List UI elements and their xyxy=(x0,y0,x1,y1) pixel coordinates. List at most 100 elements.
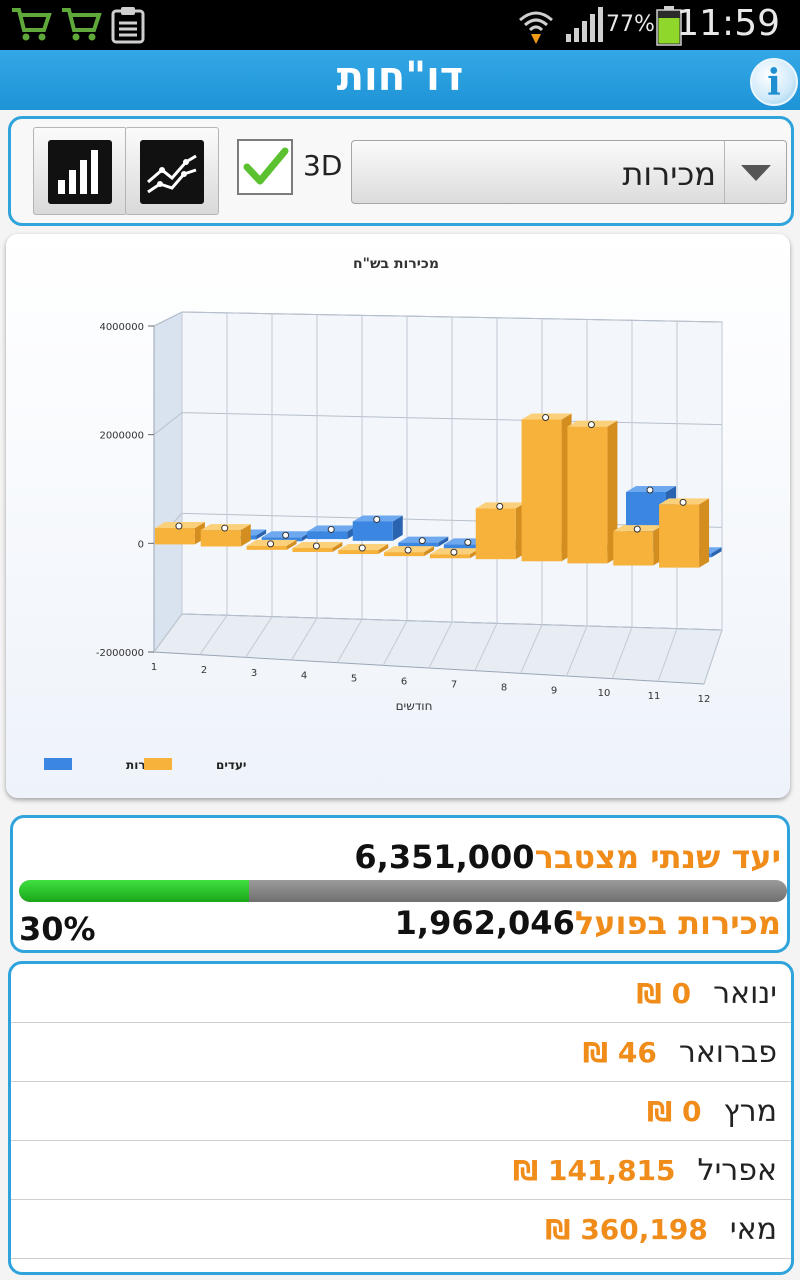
gridline xyxy=(291,617,318,661)
clock: 11:59 xyxy=(676,3,780,44)
data-point-marker xyxy=(496,502,504,510)
list-item[interactable]: פברואר 46 ₪ xyxy=(11,1023,791,1082)
target-value: 6,351,000 xyxy=(354,838,535,876)
legend-label-targets: יעדים xyxy=(216,758,246,772)
data-point-marker xyxy=(267,540,275,548)
list-item[interactable]: אפריל 141,815 ₪ xyxy=(11,1141,791,1200)
legend-swatch-targets xyxy=(144,758,172,770)
chart-x-axis-label: חודשים xyxy=(396,699,433,713)
data-point-marker xyxy=(312,542,320,550)
bar xyxy=(475,508,516,560)
x-tick-label: 12 xyxy=(698,694,711,705)
list-item[interactable]: מרץ 0 ₪ xyxy=(11,1082,791,1141)
bar-chart-icon xyxy=(48,140,112,204)
gridline xyxy=(611,627,633,679)
bar-side xyxy=(424,546,435,557)
bar xyxy=(307,531,348,540)
bar xyxy=(384,552,425,557)
x-tick-label: 5 xyxy=(351,674,357,685)
chart-side-wall xyxy=(153,311,183,654)
actual-row: מכירות בפועל1,962,046 xyxy=(395,904,781,942)
line-chart-icon xyxy=(140,140,204,204)
bar xyxy=(246,545,287,550)
monthly-sales-list[interactable]: ינואר 0 ₪ פברואר 46 ₪ מרץ 0 ₪ אפריל 141,815 … xyxy=(8,961,794,1275)
actual-value: 1,962,046 xyxy=(394,904,575,942)
data-point-marker xyxy=(464,538,472,546)
list-item[interactable]: מאי 360,198 ₪ xyxy=(11,1200,791,1259)
page-title: דו"חות xyxy=(336,54,464,100)
bar xyxy=(261,537,302,542)
progress-percent: 30% xyxy=(19,910,96,948)
sales-chart: מכירות בש"ח חודשים 4000000 2000000 0 -20000… xyxy=(44,256,723,772)
data-point-marker xyxy=(282,531,290,539)
month-name: אפריל xyxy=(697,1153,777,1188)
bar-side xyxy=(332,541,343,552)
gridline xyxy=(199,615,228,655)
progress-fill xyxy=(19,880,250,902)
bar-side xyxy=(438,536,449,547)
month-value: 0 ₪ xyxy=(646,1095,702,1128)
gridline xyxy=(382,620,408,666)
info-button[interactable]: i xyxy=(750,58,798,106)
chart-card: מכירות בש"ח חודשים 4000000 2000000 0 -20000… xyxy=(6,234,790,798)
bar xyxy=(429,554,470,559)
target-row: יעד שנתי מצטבר6,351,000 xyxy=(354,838,781,876)
x-tick-label: 10 xyxy=(598,688,611,699)
month-name: ינואר xyxy=(713,976,777,1011)
gridline xyxy=(657,628,678,682)
signal-icon xyxy=(566,7,603,42)
bar-side xyxy=(256,529,267,540)
bar xyxy=(154,528,195,545)
month-value: 0 ₪ xyxy=(636,977,692,1010)
data-point-marker xyxy=(587,421,595,429)
gridline xyxy=(153,311,183,327)
legend-swatch-sales xyxy=(44,758,72,770)
gridline xyxy=(566,625,588,677)
3d-checkbox-label: 3D xyxy=(303,149,343,182)
x-tick-label: 7 xyxy=(451,679,457,690)
gridline xyxy=(474,623,498,671)
clipboard-icon xyxy=(111,7,145,44)
actual-label: מכירות בפועל xyxy=(574,904,781,942)
list-item[interactable]: ינואר 0 ₪ xyxy=(11,964,791,1023)
cart-icon xyxy=(12,8,52,41)
y-tick-label: 0 xyxy=(138,539,144,550)
month-name: מאי xyxy=(729,1212,777,1247)
chevron-down-icon xyxy=(741,165,771,181)
bar xyxy=(338,550,379,555)
month-value: 360,198 ₪ xyxy=(545,1213,708,1246)
y-tick-label: -2000000 xyxy=(96,648,144,659)
bar xyxy=(292,547,333,552)
bar xyxy=(443,544,484,549)
report-type-select[interactable]: מכירות xyxy=(351,140,787,204)
bar-side xyxy=(699,498,710,568)
x-tick-label: 4 xyxy=(301,671,307,682)
bar-side xyxy=(240,524,251,547)
y-tick-label: 2000000 xyxy=(99,431,144,442)
checkmark-icon xyxy=(243,147,289,185)
annual-summary: יעד שנתי מצטבר6,351,000 מכירות בפועל1,96… xyxy=(10,815,790,953)
bar-chart-button[interactable] xyxy=(33,127,127,215)
bar-side xyxy=(711,547,722,558)
x-tick-label: 6 xyxy=(401,677,407,688)
bar-side xyxy=(607,420,618,564)
month-value: 141,815 ₪ xyxy=(512,1154,676,1187)
3d-checkbox[interactable] xyxy=(237,139,293,195)
info-icon: i xyxy=(767,62,781,104)
bar xyxy=(613,531,654,566)
target-label: יעד שנתי מצטבר xyxy=(534,838,781,876)
cart-icon xyxy=(62,8,102,41)
gridline xyxy=(428,621,453,669)
line-chart-button[interactable] xyxy=(125,127,219,215)
bar xyxy=(398,542,439,547)
chart-toolbar: 3D מכירות xyxy=(8,116,794,226)
y-tick-label: 4000000 xyxy=(99,322,144,333)
gridline xyxy=(245,616,273,658)
month-name: פברואר xyxy=(678,1035,777,1070)
bar-side xyxy=(392,515,403,541)
x-tick-label: 1 xyxy=(151,662,157,673)
bar xyxy=(659,504,700,568)
data-point-marker xyxy=(404,546,412,554)
bar-side xyxy=(378,544,389,555)
